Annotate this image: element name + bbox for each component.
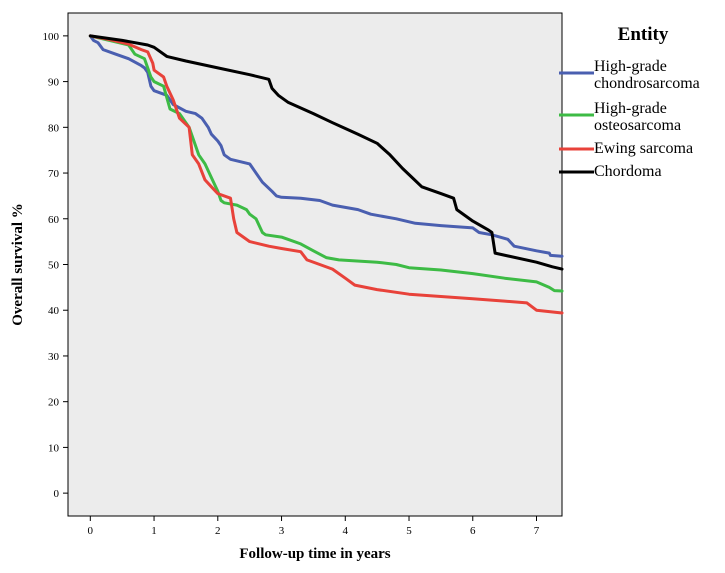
legend: Entity High-gradechondrosarcomaHigh-grad… (559, 24, 700, 180)
y-axis-title: Overall survival % (10, 203, 26, 326)
y-tick-label: 70 (48, 168, 60, 180)
x-axis: 0 1 2 3 4 5 6 7 (88, 516, 540, 537)
legend-label-4: Chordoma (594, 163, 662, 180)
x-tick-label: 6 (470, 525, 476, 537)
x-tick-label: 3 (279, 525, 285, 537)
y-tick-label: 50 (48, 260, 60, 272)
y-axis: 0 10 20 30 40 50 60 70 80 90 100 (43, 31, 68, 500)
legend-label-1: High-grade (594, 58, 667, 75)
x-tick-label: 4 (343, 525, 349, 537)
legend-label-1: chondrosarcoma (594, 75, 700, 92)
x-tick-label: 2 (215, 525, 221, 537)
legend-label-2: osteosarcoma (594, 117, 681, 134)
survival-line-3 (88, 34, 564, 315)
y-tick-label: 10 (48, 442, 60, 454)
y-tick-label: 40 (48, 305, 60, 317)
y-tick-label: 100 (43, 31, 60, 43)
y-tick-label: 60 (48, 214, 60, 226)
y-tick-label: 30 (48, 351, 60, 363)
y-tick-label: 80 (48, 122, 60, 134)
legend-label-2: High-grade (594, 100, 667, 117)
legend-label-3: Ewing sarcoma (594, 140, 693, 157)
survival-line-2 (88, 34, 564, 293)
legend-title: Entity (618, 24, 669, 45)
x-tick-label: 1 (151, 525, 157, 537)
x-tick-label: 0 (88, 525, 94, 537)
x-tick-label: 7 (534, 525, 540, 537)
y-tick-label: 90 (48, 77, 60, 89)
survival-line-1 (88, 34, 564, 258)
plot-area (67, 12, 563, 517)
survival-line-4 (88, 34, 564, 271)
y-tick-label: 0 (54, 488, 60, 500)
y-tick-label: 20 (48, 397, 60, 409)
legend-items: High-gradechondrosarcomaHigh-gradeosteos… (559, 58, 700, 180)
survival-curves (88, 34, 564, 315)
x-axis-title: Follow-up time in years (239, 546, 390, 562)
x-tick-label: 5 (406, 525, 412, 537)
